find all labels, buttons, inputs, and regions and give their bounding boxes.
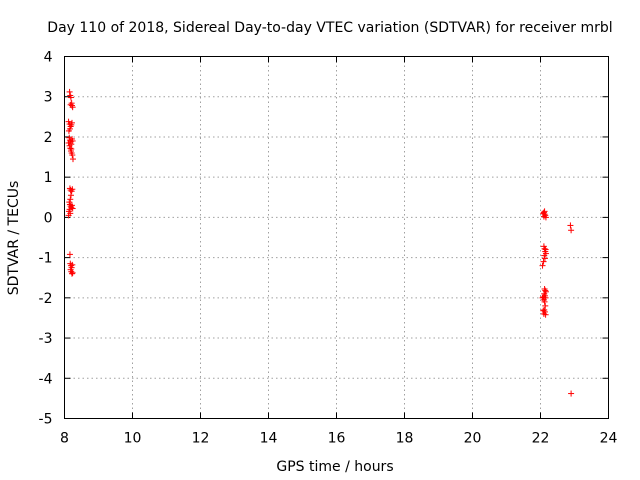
data-point (69, 186, 76, 193)
data-point (568, 390, 575, 397)
data-point (66, 88, 73, 95)
x-tick-label: 18 (396, 431, 414, 447)
y-tick-label: -1 (39, 251, 53, 267)
data-point (68, 270, 75, 277)
y-tick-label: 1 (44, 170, 53, 186)
data-point (67, 145, 74, 152)
y-tick-label: 0 (44, 210, 53, 226)
data-point (66, 251, 73, 258)
data-point (542, 246, 549, 253)
x-tick-label: 10 (124, 431, 142, 447)
data-point-layer (65, 88, 575, 397)
data-point (70, 156, 76, 163)
data-point (67, 196, 74, 203)
data-point (541, 245, 548, 252)
data-point (68, 146, 75, 153)
data-point (540, 258, 547, 265)
data-point (69, 261, 76, 268)
data-point (539, 262, 546, 269)
data-point (68, 119, 75, 126)
data-point (65, 127, 72, 134)
data-point (69, 137, 76, 144)
data-point (540, 213, 547, 220)
y-tick-label: -4 (39, 371, 53, 387)
data-point (542, 302, 549, 309)
x-tick-label: 20 (464, 431, 482, 447)
x-tick-label: 22 (532, 431, 550, 447)
data-point (67, 94, 74, 101)
data-point (67, 192, 74, 199)
data-point (69, 269, 76, 276)
x-tick-label: 24 (600, 431, 618, 447)
grid-layer (64, 56, 609, 419)
data-point (540, 294, 547, 301)
y-tick-label: -3 (39, 331, 53, 347)
data-point (67, 101, 74, 108)
y-axis-label: SDTVAR / TECUs (6, 181, 22, 296)
plot-frame (64, 56, 609, 419)
x-tick-label: 16 (328, 431, 346, 447)
data-point (65, 212, 72, 219)
x-tick-label: 8 (60, 431, 69, 447)
data-point (541, 252, 548, 259)
data-point (541, 208, 548, 215)
data-point (568, 227, 575, 234)
data-point (68, 202, 75, 209)
y-tick-label: -2 (39, 291, 53, 307)
y-tick-label: 4 (44, 50, 53, 66)
x-axis-label: GPS time / hours (276, 459, 393, 475)
x-tick-label: 12 (192, 431, 210, 447)
data-point (567, 222, 574, 229)
data-point (542, 287, 549, 294)
data-point (540, 310, 547, 317)
y-tick-label: -5 (39, 412, 53, 428)
data-point (69, 152, 76, 159)
data-point (541, 298, 548, 305)
data-point (540, 307, 547, 314)
chart-title: Day 110 of 2018, Sidereal Day-to-day VTE… (47, 20, 612, 36)
data-point (69, 205, 76, 212)
data-point (539, 294, 546, 301)
y-tick-label: 3 (44, 90, 53, 106)
data-point (541, 255, 548, 262)
x-tick-label: 14 (260, 431, 278, 447)
y-tick-label: 2 (44, 130, 53, 146)
data-point (65, 139, 72, 146)
